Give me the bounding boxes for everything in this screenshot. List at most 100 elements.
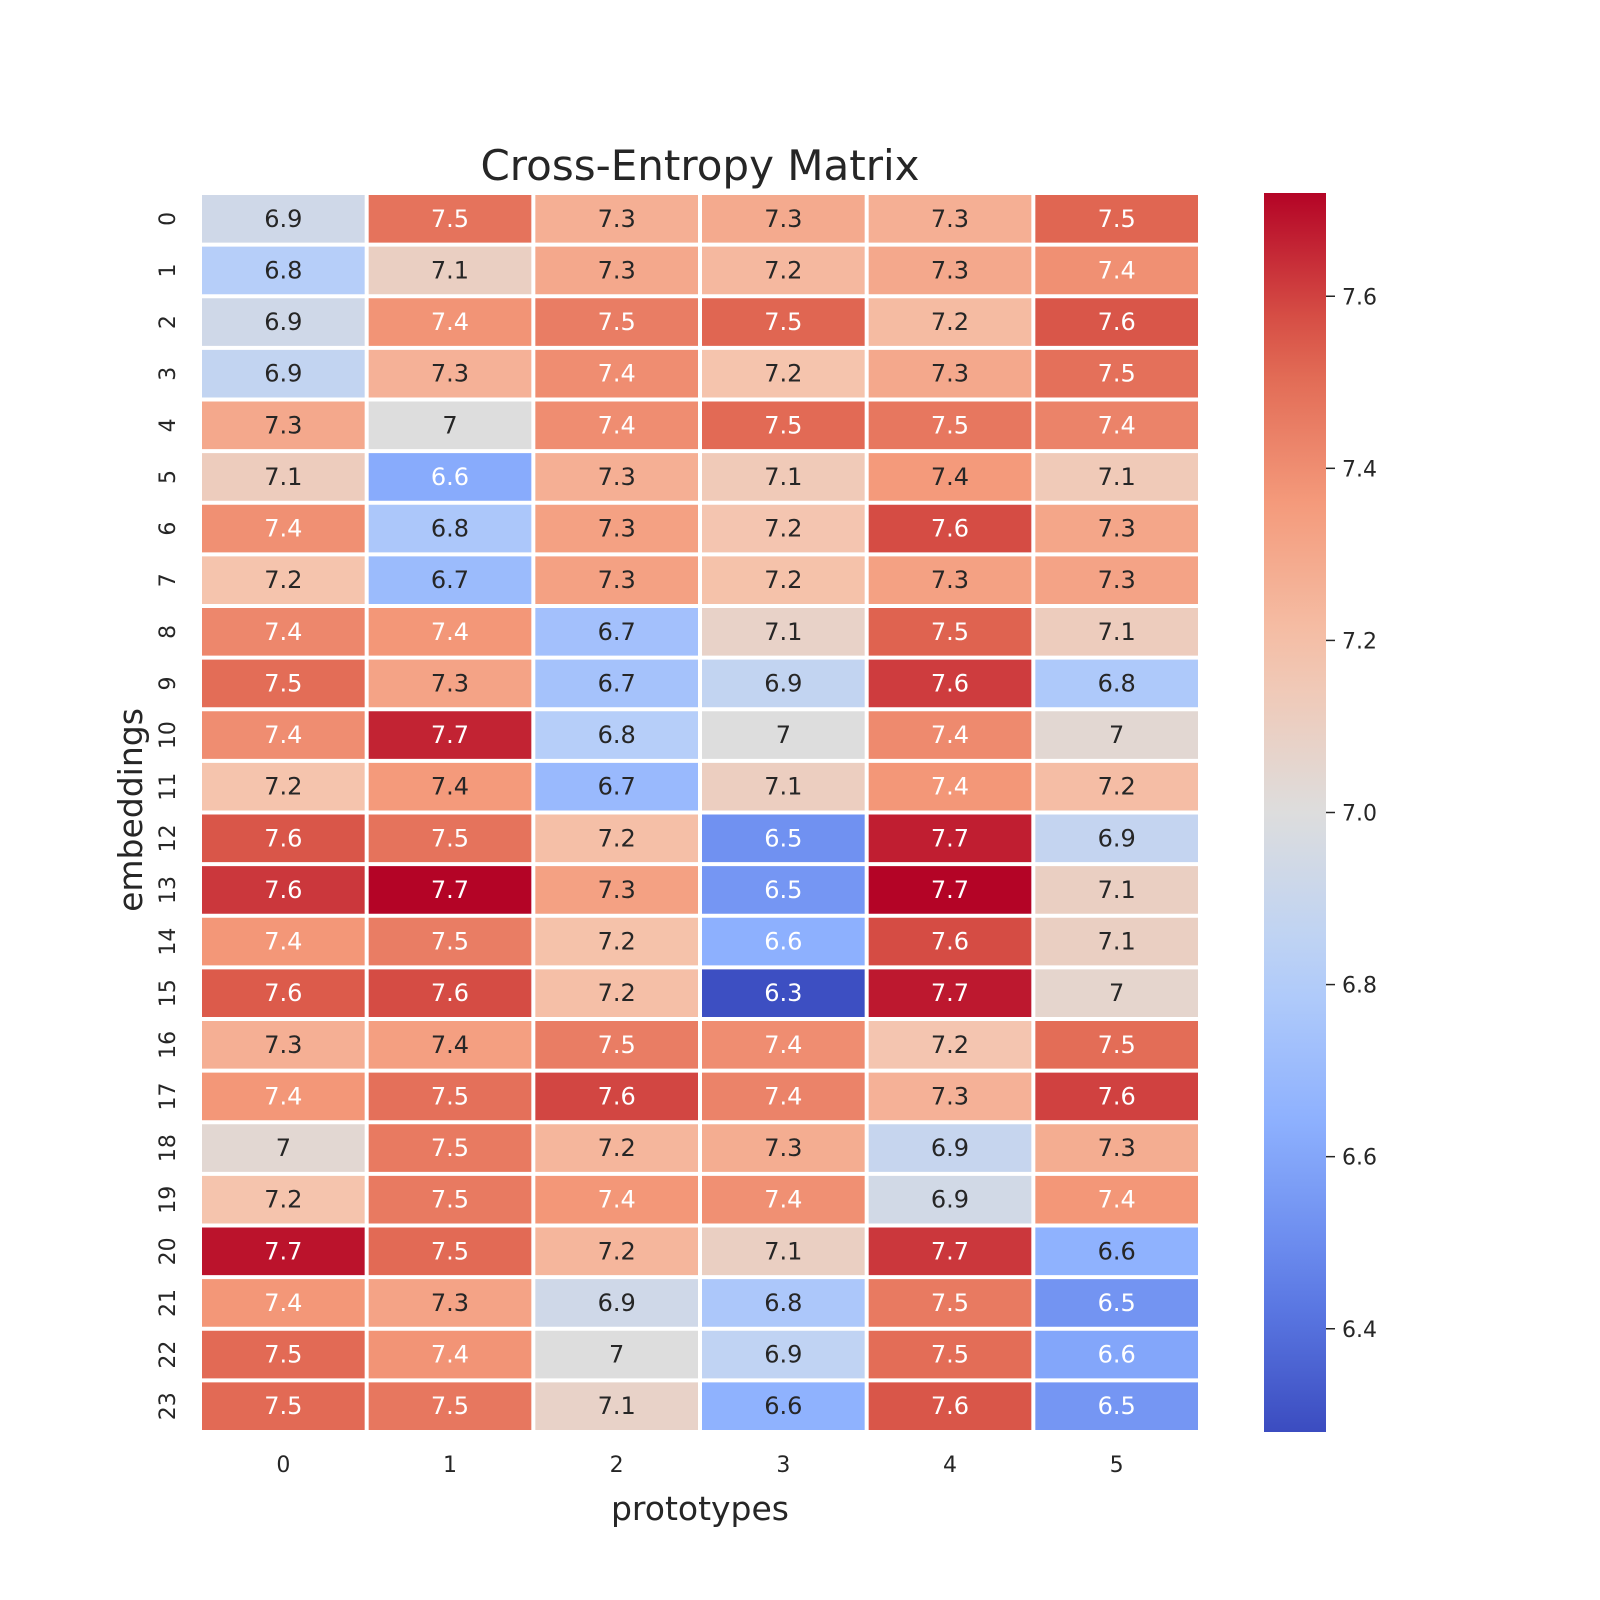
y-tick-label: 8 [156, 625, 181, 639]
cell-value-label: 7.3 [598, 256, 636, 284]
heatmap-cell [702, 608, 865, 656]
heatmap-cell [202, 298, 365, 346]
heatmap-cell [1035, 711, 1198, 759]
cell-value-label: 7.1 [1098, 876, 1136, 904]
cell-value-label: 6.8 [1098, 669, 1136, 697]
cell-value-label: 7.4 [764, 1186, 802, 1214]
cell-value-label: 7.6 [264, 824, 302, 852]
cell-value-label: 7.5 [931, 618, 969, 646]
heatmap-cell [535, 917, 698, 966]
y-tick-label: 21 [156, 1289, 181, 1317]
heatmap-cell [535, 1227, 698, 1276]
heatmap-cell [1035, 1227, 1198, 1276]
heatmap-cell [1035, 1279, 1198, 1327]
heatmap-cell [702, 1279, 865, 1327]
heatmap-cell [535, 866, 698, 914]
heatmap-cell [702, 195, 865, 243]
cell-value-label: 7.3 [598, 463, 636, 491]
cell-value-label: 7 [1109, 979, 1124, 1007]
cell-value-label: 7.5 [264, 1392, 302, 1420]
heatmap-cell [702, 814, 865, 863]
cell-value-label: 6.8 [264, 256, 302, 284]
colorbar-tick-label: 6.6 [1342, 1146, 1377, 1171]
heatmap-cell [368, 1072, 532, 1121]
y-tick-label: 10 [156, 721, 181, 749]
heatmap-cell [1035, 659, 1198, 708]
heatmap-cell [202, 349, 365, 398]
cell-value-label: 7.4 [264, 928, 302, 956]
heatmap-cell [535, 556, 698, 604]
heatmap-cell [535, 814, 698, 863]
cell-value-label: 7.2 [264, 1186, 302, 1214]
heatmap-cell [1035, 349, 1198, 398]
cell-value-label: 6.6 [431, 463, 469, 491]
cell-value-label: 7 [776, 721, 791, 749]
heatmap-cell [535, 1279, 698, 1327]
cell-value-label: 7.5 [431, 1134, 469, 1162]
heatmap-cell [1035, 298, 1198, 346]
cell-value-label: 7.3 [431, 1289, 469, 1317]
heatmap-cell [868, 453, 1032, 501]
cell-value-label: 6.5 [1098, 1392, 1136, 1420]
heatmap-cell [868, 1227, 1032, 1276]
cell-value-label: 7.2 [598, 928, 636, 956]
heatmap-cells: 6.9 7.5 7.3 7.3 7.3 7.5 6.8 7.1 7.3 7.2 7.3 7.4 6.9 7… [202, 195, 1198, 1430]
heatmap-cell [535, 453, 698, 501]
heatmap-cell [535, 1124, 698, 1172]
heatmap-cell [1035, 762, 1198, 811]
heatmap-cell [868, 762, 1032, 811]
heatmap-cell [368, 246, 532, 295]
heatmap-cell [535, 711, 698, 759]
heatmap-cell [202, 608, 365, 656]
y-tick-label: 14 [156, 928, 181, 956]
heatmap-cell [1035, 195, 1198, 243]
heatmap-cell [535, 608, 698, 656]
cell-value-label: 7.2 [598, 979, 636, 1007]
heatmap-cell [535, 659, 698, 708]
heatmap-cell [868, 659, 1032, 708]
heatmap-cell [868, 969, 1032, 1017]
heatmap-cell [1035, 401, 1198, 450]
cell-value-label: 7.3 [1098, 1134, 1136, 1162]
heatmap-cell [868, 504, 1032, 553]
heatmap-cell [202, 1382, 365, 1430]
cell-value-label: 7.4 [764, 1082, 802, 1110]
heatmap-cell [1035, 556, 1198, 604]
heatmap-cell [1035, 1382, 1198, 1430]
heatmap-cell [202, 556, 365, 604]
heatmap-cell [1035, 246, 1198, 295]
heatmap-cell [1035, 1330, 1198, 1379]
heatmap-cell [868, 298, 1032, 346]
cell-value-label: 7.6 [931, 928, 969, 956]
heatmap-cell [535, 762, 698, 811]
cell-value-label: 7.2 [931, 1031, 969, 1059]
heatmap-cell [868, 556, 1032, 604]
heatmap-cell [535, 504, 698, 553]
cell-value-label: 7.1 [598, 1392, 636, 1420]
heatmap-cell [368, 401, 532, 450]
heatmap-cell [1035, 453, 1198, 501]
colorbar-gradient [1264, 193, 1326, 1432]
cell-value-label: 7.5 [431, 928, 469, 956]
heatmap-cell [868, 1124, 1032, 1172]
cell-value-label: 7.3 [264, 1031, 302, 1059]
cell-value-label: 7.7 [431, 876, 469, 904]
heatmap-cell [368, 608, 532, 656]
cell-value-label: 7 [609, 1341, 624, 1369]
x-tick-label: 4 [943, 1453, 957, 1478]
cell-value-label: 6.7 [598, 773, 636, 801]
heatmap-cell [1035, 969, 1198, 1017]
heatmap-cell [1035, 1175, 1198, 1224]
cell-value-label: 7.4 [264, 515, 302, 543]
cell-value-label: 6.9 [931, 1186, 969, 1214]
cell-value-label: 6.7 [431, 566, 469, 594]
cell-value-label: 7.1 [764, 773, 802, 801]
heatmap-cell [202, 866, 365, 914]
cell-value-label: 7.1 [431, 256, 469, 284]
heatmap-cell [1035, 866, 1198, 914]
heatmap-cell [868, 349, 1032, 398]
heatmap-cell [702, 1330, 865, 1379]
cell-value-label: 7 [442, 411, 457, 439]
cell-value-label: 7.6 [931, 1392, 969, 1420]
